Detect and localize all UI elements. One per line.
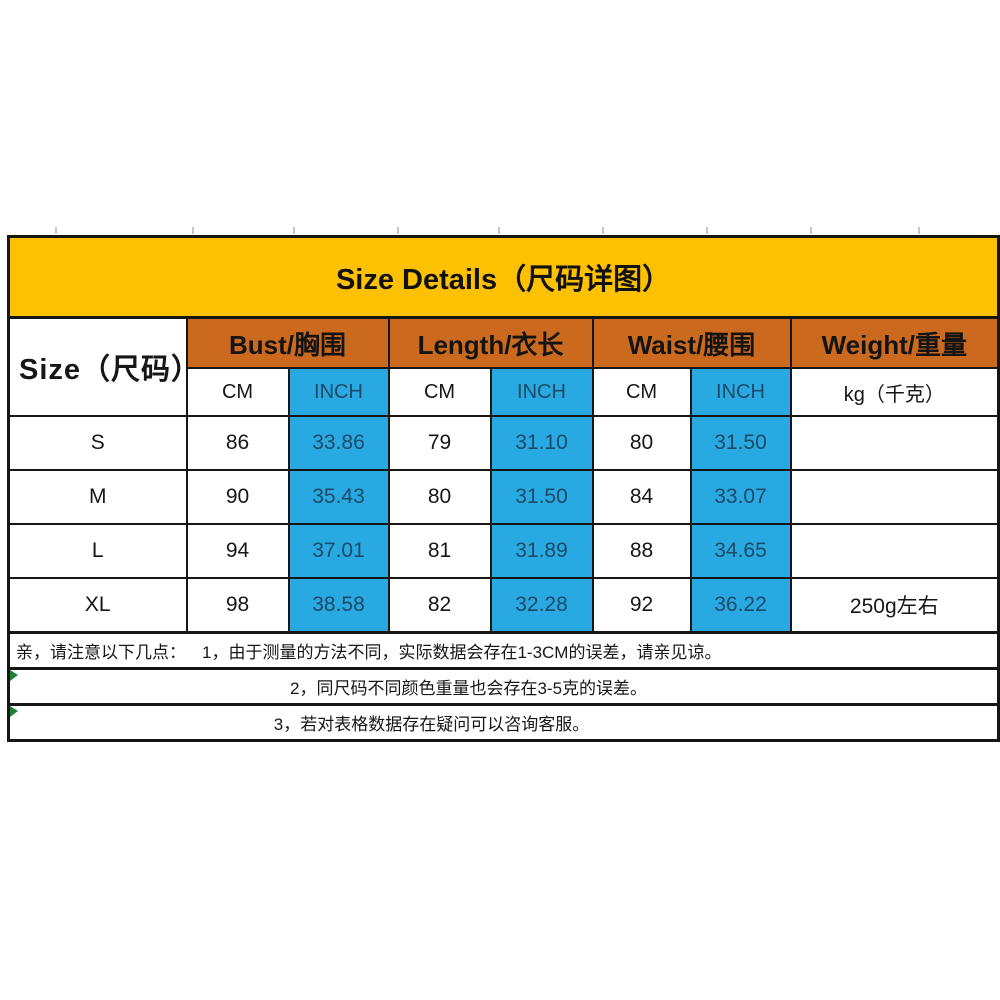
- bust-column-header: Bust/胸围: [185, 316, 390, 369]
- page-title: Size Details（尺码详图）: [7, 235, 1000, 319]
- length-cm-cell: 81: [387, 523, 492, 579]
- bust-cm-cell: 98: [185, 577, 290, 634]
- header-row: Size（尺码） Bust/胸围 Length/衣长 Waist/腰围 Weig…: [7, 316, 1000, 417]
- length-cm-cell: 79: [387, 415, 492, 471]
- bust-cm-unit: CM: [185, 367, 290, 417]
- gridline-tick: [810, 227, 812, 234]
- length-inch-cell: 31.50: [489, 469, 594, 525]
- cell-comment-marker-icon: [10, 707, 18, 717]
- size-cell: M: [7, 469, 188, 525]
- weight-cell: 250g左右: [789, 577, 1000, 634]
- waist-column-header: Waist/腰围: [591, 316, 792, 369]
- waist-cm-cell: 88: [591, 523, 692, 579]
- waist-inch-unit: INCH: [689, 367, 792, 417]
- length-inch-cell: 31.10: [489, 415, 594, 471]
- note-2-text: 2，同尺码不同颜色重量也会存在3-5克的误差。: [290, 679, 648, 698]
- waist-cm-cell: 92: [591, 577, 692, 634]
- bust-cm-cell: 86: [185, 415, 290, 471]
- waist-inch-cell: 31.50: [689, 415, 792, 471]
- length-inch-cell: 32.28: [489, 577, 594, 634]
- size-cell: S: [7, 415, 188, 471]
- note-1: 亲，请注意以下几点： 1，由于测量的方法不同，实际数据会存在1-3CM的误差，请亲…: [7, 631, 1000, 670]
- bust-inch-cell: 38.58: [287, 577, 390, 634]
- note-3: 3，若对表格数据存在疑问可以咨询客服。: [7, 703, 1000, 742]
- waist-cm-cell: 84: [591, 469, 692, 525]
- note-row-1: 亲，请注意以下几点： 1，由于测量的方法不同，实际数据会存在1-3CM的误差，请亲…: [7, 631, 1000, 670]
- bust-inch-cell: 37.01: [287, 523, 390, 579]
- weight-cell: [789, 415, 1000, 471]
- length-cm-cell: 80: [387, 469, 492, 525]
- bust-inch-cell: 33.86: [287, 415, 390, 471]
- size-chart-table: Size Details（尺码详图） Size（尺码） Bust/胸围 Leng…: [7, 235, 1000, 742]
- note-intro: 亲，请注意以下几点：: [16, 643, 186, 662]
- size-cell: XL: [7, 577, 188, 634]
- table-row-l: L 94 37.01 81 31.89 88 34.65: [7, 523, 1000, 579]
- table-row-m: M 90 35.43 80 31.50 84 33.07: [7, 469, 1000, 525]
- size-cell: L: [7, 523, 188, 579]
- note-3-text: 3，若对表格数据存在疑问可以咨询客服。: [273, 715, 590, 734]
- title-row: Size Details（尺码详图）: [7, 235, 1000, 319]
- weight-cell: [789, 523, 1000, 579]
- length-column-header: Length/衣长: [387, 316, 594, 369]
- note-row-2: 2，同尺码不同颜色重量也会存在3-5克的误差。: [7, 667, 1000, 706]
- bust-inch-unit: INCH: [287, 367, 390, 417]
- size-column-header: Size（尺码）: [7, 316, 188, 417]
- length-inch-cell: 31.89: [489, 523, 594, 579]
- gridline-tick: [55, 227, 57, 234]
- gridline-tick: [192, 227, 194, 234]
- gridline-tick: [397, 227, 399, 234]
- table-row-xl: XL 98 38.58 82 32.28 92 36.22 250g左右: [7, 577, 1000, 634]
- gridline-tick: [602, 227, 604, 234]
- weight-cell: [789, 469, 1000, 525]
- note-1-text: 1，由于测量的方法不同，实际数据会存在1-3CM的误差，请亲见谅。: [202, 643, 722, 662]
- length-inch-unit: INCH: [489, 367, 594, 417]
- gridline-tick: [498, 227, 500, 234]
- bust-cm-cell: 94: [185, 523, 290, 579]
- note-2: 2，同尺码不同颜色重量也会存在3-5克的误差。: [7, 667, 1000, 706]
- bust-cm-cell: 90: [185, 469, 290, 525]
- size-chart-sheet: Size Details（尺码详图） Size（尺码） Bust/胸围 Leng…: [7, 235, 1000, 742]
- waist-cm-unit: CM: [591, 367, 692, 417]
- weight-column-header: Weight/重量: [789, 316, 1000, 369]
- waist-inch-cell: 36.22: [689, 577, 792, 634]
- gridline-tick: [293, 227, 295, 234]
- length-cm-cell: 82: [387, 577, 492, 634]
- gridline-tick: [706, 227, 708, 234]
- note-row-3: 3，若对表格数据存在疑问可以咨询客服。: [7, 703, 1000, 742]
- table-row-s: S 86 33.86 79 31.10 80 31.50: [7, 415, 1000, 471]
- waist-inch-cell: 34.65: [689, 523, 792, 579]
- cell-comment-marker-icon: [10, 671, 18, 681]
- length-cm-unit: CM: [387, 367, 492, 417]
- waist-cm-cell: 80: [591, 415, 692, 471]
- unit-row: CM INCH CM INCH CM INCH kg（千克）: [9, 367, 1000, 417]
- gridline-tick: [918, 227, 920, 234]
- weight-unit: kg（千克）: [789, 367, 1000, 417]
- waist-inch-cell: 33.07: [689, 469, 792, 525]
- bust-inch-cell: 35.43: [287, 469, 390, 525]
